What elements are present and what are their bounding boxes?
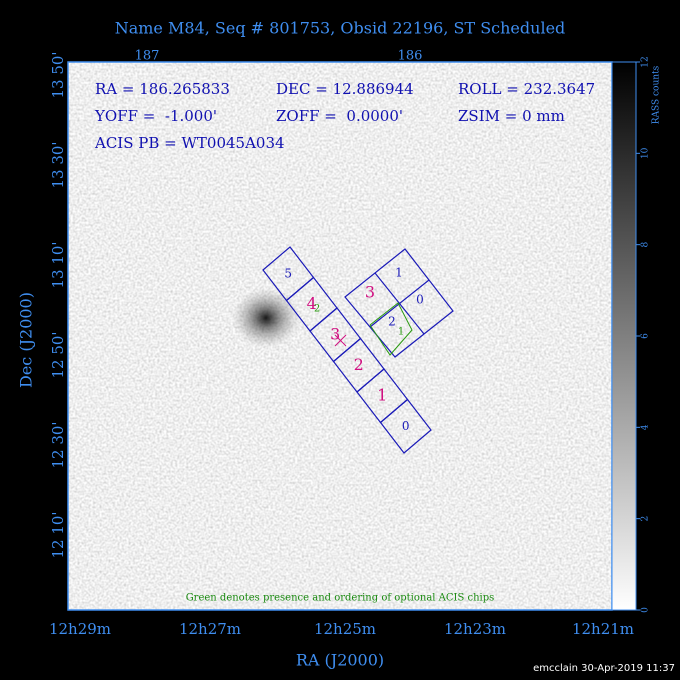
bottom-tick-label: 12h25m — [314, 620, 376, 638]
optional-chip-label: 2 — [314, 304, 320, 315]
colorbar-ticks: 0 2 4 6 8 10 12 — [636, 56, 651, 613]
chip-label: 0 — [416, 293, 424, 307]
chip-label: 2 — [354, 355, 364, 374]
chip-label: 0 — [402, 419, 410, 433]
colorbar-tick-label: 4 — [641, 424, 651, 430]
chip-label: 1 — [377, 385, 387, 404]
top-tick-label: 187 — [135, 49, 160, 64]
sky-image — [68, 62, 612, 610]
note: Green denotes presence and ordering of o… — [186, 593, 495, 604]
colorbar-tick-label: 6 — [641, 333, 651, 339]
bottom-tick-label: 12h29m — [49, 620, 111, 638]
colorbar-tick-label: 10 — [641, 147, 651, 159]
info-zoff: ZOFF = 0.0000' — [276, 107, 403, 125]
info-ra: RA = 186.265833 — [95, 80, 230, 98]
info-yoff: YOFF = -1.000' — [94, 107, 217, 125]
left-tick-label: 13 50' — [49, 51, 67, 98]
left-tick-label: 12 30' — [49, 421, 67, 468]
info-dec: DEC = 12.886944 — [276, 80, 414, 98]
left-tick-label: 13 30' — [49, 141, 67, 188]
acis-s-chip — [379, 398, 432, 454]
x-axis-title: RA (J2000) — [296, 651, 384, 670]
chip-label: 3 — [330, 324, 340, 343]
chip-label: 3 — [365, 283, 375, 302]
bottom-tick-label: 12h27m — [179, 620, 241, 638]
chip-label: 2 — [388, 315, 396, 329]
left-tick-label: 12 50' — [49, 331, 67, 378]
colorbar-tick-label: 0 — [641, 607, 651, 613]
chip-label: 1 — [395, 266, 403, 280]
footer: emcclain 30-Apr-2019 11:37 — [533, 663, 675, 674]
left-tick-label: 12 10' — [49, 511, 67, 558]
info-zsim: ZSIM = 0 mm — [458, 107, 565, 125]
bottom-tick-label: 12h21m — [572, 620, 634, 638]
acis-i-divider — [369, 279, 430, 328]
y-axis-title: Dec (J2000) — [17, 292, 36, 388]
chip-label: 4 — [307, 294, 317, 313]
acis-i-outline — [344, 248, 454, 358]
bottom-tick-label: 12h23m — [444, 620, 506, 638]
colorbar-tick-label: 8 — [641, 242, 651, 248]
info-acis-pb: ACIS PB = WT0045A034 — [94, 134, 285, 152]
colorbar-tick-label: 2 — [641, 516, 651, 522]
left-tick-label: 13 10' — [49, 241, 67, 288]
top-tick-label: 186 — [398, 49, 423, 64]
aimpoint — [334, 334, 347, 347]
title: Name M84, Seq # 801753, Obsid 22196, ST … — [115, 19, 566, 38]
info-roll: ROLL = 232.3647 — [458, 80, 595, 98]
optional-chip-marker — [369, 302, 413, 356]
colorbar — [611, 61, 637, 611]
galaxy — [232, 288, 300, 348]
left-tick-labels: 13 50' 13 30' 13 10' 12 50' 12 30' 12 10… — [49, 51, 67, 558]
colorbar-tick-label: 12 — [641, 56, 651, 67]
colorbar-label: RASS counts — [652, 65, 662, 124]
chip-label: 5 — [284, 266, 292, 280]
acis-i-array — [344, 248, 454, 358]
optional-chip-label: 1 — [398, 327, 404, 338]
